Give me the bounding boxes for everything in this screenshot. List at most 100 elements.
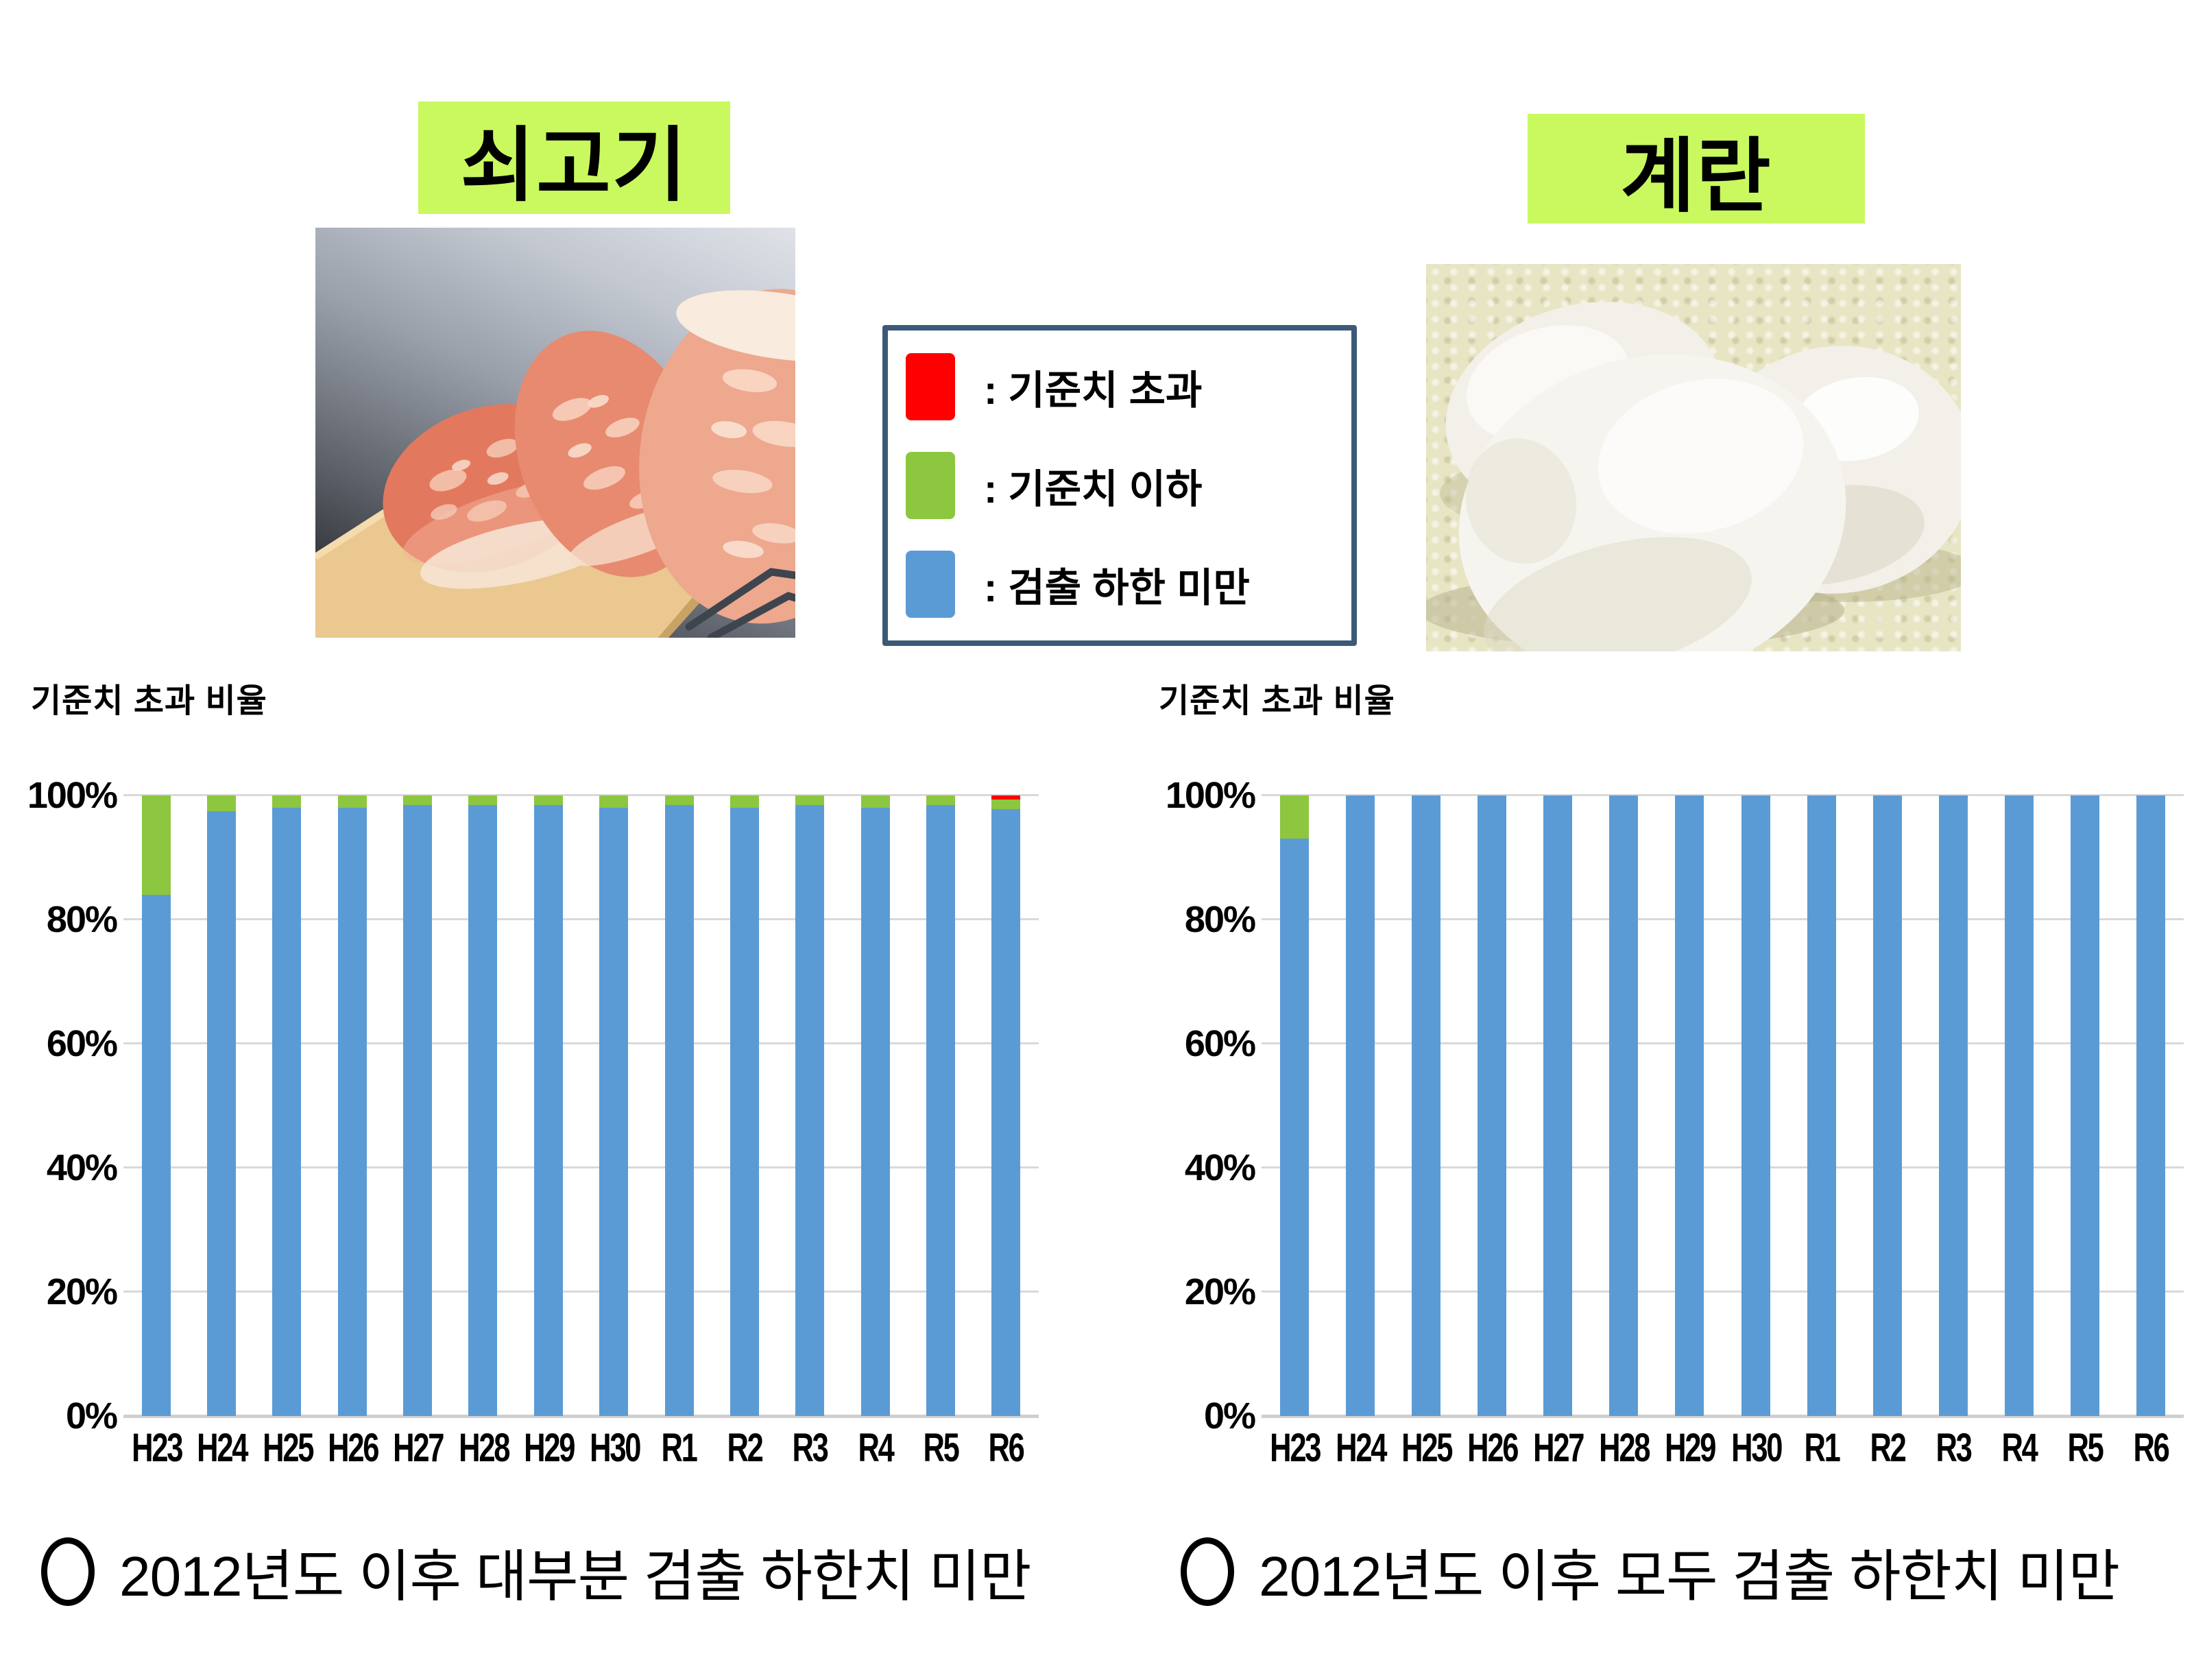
- x-tick-label: H26: [1467, 1426, 1519, 1470]
- bar-segment: [991, 808, 1021, 1416]
- x-tick: R6: [974, 1425, 1039, 1471]
- x-tick-label: H30: [589, 1426, 641, 1470]
- beef-title: 쇠고기: [418, 101, 730, 214]
- bar-segment: [926, 804, 955, 1416]
- x-tick: H28: [450, 1425, 516, 1471]
- y-tick-label: 20%: [1184, 1271, 1256, 1312]
- bar-segment: [730, 808, 759, 1416]
- bar-segment: [141, 795, 171, 895]
- x-tick-label: H28: [1599, 1426, 1651, 1470]
- y-tick-label: 20%: [46, 1271, 118, 1312]
- bar-H27: [1543, 795, 1573, 1416]
- x-tick: R3: [1920, 1425, 1986, 1471]
- gridline-0: [123, 1415, 1039, 1418]
- y-tick-label: 40%: [1184, 1147, 1256, 1188]
- x-tick: R3: [777, 1425, 843, 1471]
- bar-R2: [1872, 795, 1902, 1416]
- x-tick: R1: [1789, 1425, 1855, 1471]
- bar-segment: [337, 795, 367, 808]
- beef-note-text: 2012년도 이후 대부분 검출 하한치 미만: [119, 1546, 1031, 1608]
- bar-segment: [664, 804, 694, 1416]
- egg-chart-caption: 기준치 초과 비율: [1159, 683, 1395, 719]
- x-tick: H29: [1656, 1425, 1722, 1471]
- bar-segment: [207, 811, 237, 1416]
- bar-R3: [795, 795, 825, 1416]
- x-tick-label: R1: [1804, 1426, 1840, 1470]
- x-tick-label: R6: [988, 1426, 1025, 1470]
- bar-segment: [1741, 795, 1770, 1416]
- red-swatch-icon: [906, 353, 955, 420]
- bar-R5: [926, 795, 955, 1416]
- bar-H28: [1609, 795, 1639, 1416]
- bar-H25: [272, 795, 302, 1416]
- bar-segment: [207, 795, 237, 811]
- x-tick: H25: [1393, 1425, 1459, 1471]
- bar-segment: [664, 795, 694, 805]
- bar-segment: [926, 795, 955, 805]
- bar-R2: [730, 795, 759, 1416]
- bar-segment: [795, 804, 825, 1416]
- bar-segment: [2070, 795, 2099, 1416]
- bar-segment: [991, 795, 1021, 800]
- bar-H26: [337, 795, 367, 1416]
- bar-segment: [1543, 795, 1573, 1416]
- bar-segment: [141, 894, 171, 1416]
- gridline-80: [123, 918, 1039, 920]
- beef-photo-art: [315, 289, 795, 638]
- bar-segment: [468, 795, 498, 805]
- beef-chart-x-axis: H23 H24 H25 H26 H27 H28 H29 H30 R1 R2 R3 R4 R5 R6: [123, 1425, 1039, 1487]
- bar-segment: [730, 795, 759, 808]
- y-tick-label: 80%: [46, 899, 118, 940]
- y-tick-label: 0%: [1203, 1395, 1256, 1437]
- bar-segment: [599, 795, 629, 808]
- bar-segment: [2004, 795, 2034, 1416]
- gridline-20: [123, 1291, 1039, 1293]
- x-tick-label: R3: [792, 1426, 829, 1470]
- bar-H26: [1478, 795, 1507, 1416]
- x-tick-label: H25: [1401, 1426, 1453, 1470]
- bar-segment: [1807, 795, 1836, 1416]
- bar-H28: [468, 795, 498, 1416]
- bar-segment: [599, 808, 629, 1416]
- x-tick: H30: [1723, 1425, 1789, 1471]
- bar-H30: [1741, 795, 1770, 1416]
- x-tick: R5: [908, 1425, 973, 1471]
- bar-R1: [664, 795, 694, 1416]
- x-tick-label: H29: [524, 1426, 575, 1470]
- bar-segment: [2136, 795, 2165, 1416]
- bar-segment: [272, 808, 302, 1416]
- x-tick: H26: [1459, 1425, 1525, 1471]
- beef-photo: [315, 228, 795, 638]
- bar-segment: [1346, 795, 1375, 1416]
- x-tick: H23: [123, 1425, 189, 1471]
- bar-segment: [860, 808, 890, 1416]
- bar-R6: [991, 795, 1021, 1416]
- beef-chart-plot: [123, 794, 1039, 1418]
- x-tick-label: H25: [262, 1426, 314, 1470]
- x-tick-label: R2: [1870, 1426, 1906, 1470]
- x-tick: H30: [581, 1425, 647, 1471]
- x-tick: H28: [1591, 1425, 1656, 1471]
- bar-segment: [1478, 795, 1507, 1416]
- legend-label-exceeds: : 기준치 초과: [984, 368, 1203, 413]
- bar-R6: [2136, 795, 2165, 1416]
- bar-segment: [468, 804, 498, 1416]
- x-tick-label: H27: [393, 1426, 445, 1470]
- gridline-40: [123, 1166, 1039, 1168]
- bar-segment: [403, 795, 433, 805]
- bar-segment: [533, 804, 563, 1416]
- bar-R1: [1807, 795, 1836, 1416]
- x-tick-label: R3: [1936, 1426, 1972, 1470]
- x-tick: H24: [1327, 1425, 1393, 1471]
- x-tick: R2: [1855, 1425, 1920, 1471]
- carving-fork-icon: [685, 568, 795, 638]
- y-tick-label: 100%: [1165, 775, 1256, 816]
- legend-label-below-detection: : 검출 하한 미만: [984, 566, 1250, 610]
- bar-segment: [1280, 795, 1310, 839]
- bar-segment: [1872, 795, 1902, 1416]
- bar-R3: [1938, 795, 1968, 1416]
- circle-bullet-icon: [1181, 1537, 1234, 1606]
- legend-row-exceeds: : 기준치 초과: [888, 353, 1351, 420]
- beef-title-label: 쇠고기: [460, 120, 688, 211]
- x-tick-label: H24: [197, 1426, 249, 1470]
